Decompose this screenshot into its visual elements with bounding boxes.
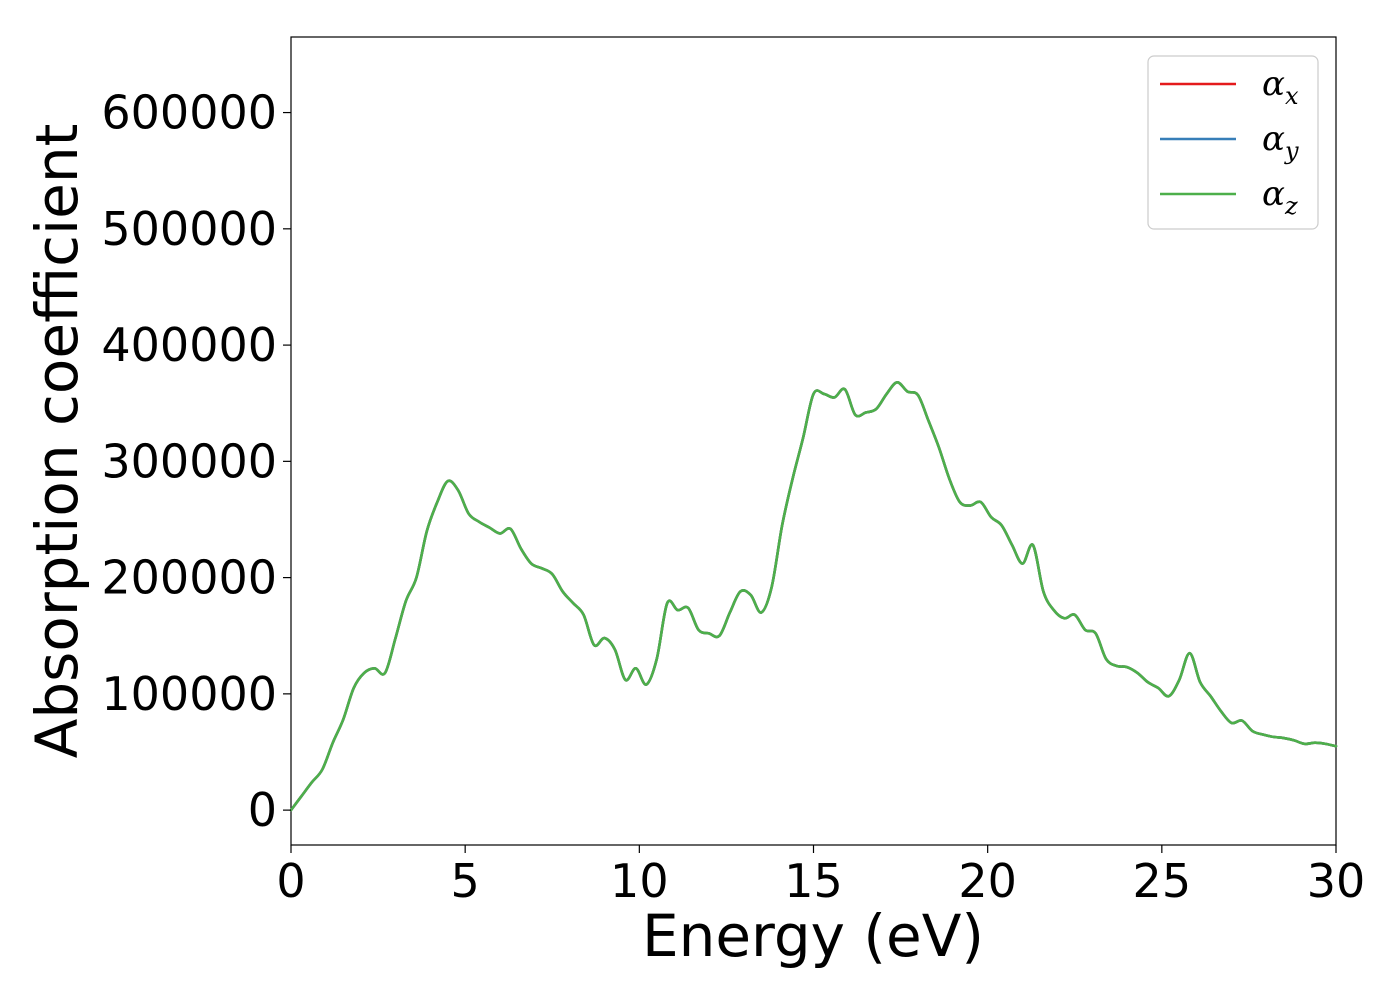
series-line-x: [289, 380, 1338, 812]
series-line-z: [289, 380, 1338, 812]
x-tick-label: 5: [451, 854, 480, 908]
series-line-y: [289, 380, 1338, 812]
x-tick-label: 25: [1133, 854, 1192, 908]
x-axis-label: Energy (eV): [642, 902, 984, 970]
y-tick-label: 600000: [101, 86, 277, 140]
legend-box: [1147, 55, 1319, 230]
x-tick-label: 30: [1307, 854, 1366, 908]
y-tick-label: 300000: [101, 434, 277, 488]
y-tick-label: 200000: [101, 551, 277, 605]
x-tick-label: 15: [784, 854, 843, 908]
y-tick-label: 400000: [101, 318, 277, 372]
x-tick-label: 10: [610, 854, 669, 908]
series-layer: [289, 380, 1338, 812]
x-tick-label: 20: [958, 854, 1017, 908]
x-axis-ticks: 0 5 10 15 20 25 30: [276, 845, 1365, 908]
x-tick-label: 0: [276, 854, 305, 908]
y-axis-label: Absorption coefficient: [23, 124, 91, 759]
y-axis-ticks: 0 100000 200000 300000 400000 500000 600000: [101, 86, 291, 837]
y-tick-label: 100000: [101, 667, 277, 721]
y-tick-label: 500000: [101, 202, 277, 256]
y-tick-label: 0: [248, 783, 277, 837]
